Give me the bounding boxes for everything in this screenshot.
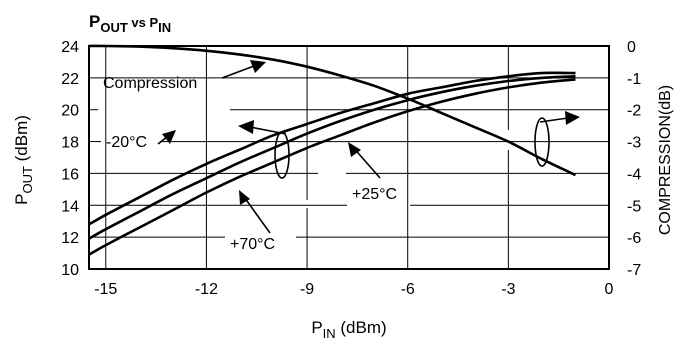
y-tick-label-left: 10 bbox=[61, 262, 79, 279]
y-tick-label-right: -5 bbox=[627, 198, 641, 215]
curve-compression bbox=[88, 44, 577, 177]
x-tick-label: -6 bbox=[401, 281, 415, 298]
curves bbox=[88, 44, 577, 256]
y-tick-label-left: 14 bbox=[61, 198, 79, 215]
y-tick-label-left: 22 bbox=[61, 71, 79, 88]
x-axis-label: PIN (dBm) bbox=[311, 318, 386, 341]
curve-minus20c bbox=[88, 71, 576, 226]
curve-plus25c bbox=[88, 75, 576, 240]
annotation-plus70c: +70°C bbox=[230, 236, 275, 253]
plot-frame bbox=[88, 45, 610, 270]
x-tick-label: -12 bbox=[195, 281, 218, 298]
y-tick-label-right: -6 bbox=[627, 230, 641, 247]
y-tick-label-left: 12 bbox=[61, 230, 79, 247]
y-axis-label-right: COMPRESSION(dB) bbox=[657, 85, 674, 235]
y-tick-label-right: 0 bbox=[627, 39, 636, 56]
y-tick-label-left: 18 bbox=[61, 135, 79, 152]
annotation-arrowheads bbox=[162, 60, 580, 205]
chart-title: POUT vs PIN bbox=[89, 12, 171, 35]
arrowhead-plus25c bbox=[348, 142, 361, 157]
x-tick-label: 0 bbox=[605, 281, 614, 298]
y-tick-label-right: -4 bbox=[627, 166, 641, 183]
arrowhead-plus70c bbox=[239, 190, 250, 205]
annotation-minus20c: -20°C bbox=[106, 134, 147, 151]
y-tick-label-right: -2 bbox=[627, 103, 641, 120]
tick-labels: 10 12 14 16 18 20 22 24 -7 -6 -5 -4 -3 -2 -1 0 -15 -12 -9 -… bbox=[61, 39, 641, 298]
curve-plus70c bbox=[88, 78, 576, 256]
y-tick-label-right: -3 bbox=[627, 135, 641, 152]
y-tick-label-left: 16 bbox=[61, 166, 79, 183]
x-tick-label: -15 bbox=[94, 281, 117, 298]
x-tick-label: -3 bbox=[501, 281, 515, 298]
arrowhead-left-axis bbox=[238, 120, 254, 134]
y-tick-label-right: -7 bbox=[627, 262, 641, 279]
arrowhead-compression bbox=[250, 60, 266, 73]
x-tick-label: -9 bbox=[300, 281, 314, 298]
y-axis-label-left: POUT (dBm) bbox=[12, 115, 35, 205]
y-tick-label-right: -1 bbox=[627, 71, 641, 88]
y-tick-label-left: 24 bbox=[61, 39, 79, 56]
annotation-compression: Compression bbox=[103, 75, 197, 92]
arrowhead-right-axis bbox=[565, 111, 580, 125]
annotation-plus25c: +25°C bbox=[352, 186, 397, 203]
y-tick-label-left: 20 bbox=[61, 103, 79, 120]
arrowhead-minus20c bbox=[162, 130, 176, 144]
